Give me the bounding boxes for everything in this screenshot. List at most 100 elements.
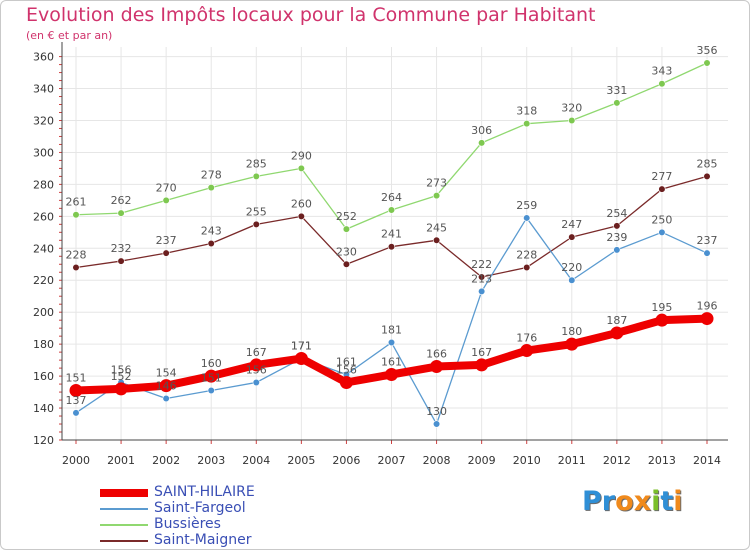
label-layer: 261 262 270 278 285 290 252 264 273 306 318 320 331 3… bbox=[66, 44, 718, 418]
data-label-saint-fargeol-2009: 213 bbox=[471, 272, 492, 285]
data-point-saint-maigner-2011 bbox=[568, 233, 576, 241]
data-point-bussieres-2007 bbox=[387, 206, 396, 214]
data-point-saint-maigner-2012 bbox=[613, 222, 621, 230]
data-label-saint-maigner-2004: 255 bbox=[246, 205, 267, 218]
data-point-saint-hilaire-2001 bbox=[114, 382, 128, 396]
chart-title: Evolution des Impôts locaux pour la Comm… bbox=[26, 4, 596, 26]
logo-letter: o bbox=[615, 486, 634, 517]
y-tick-label-120: 120 bbox=[33, 434, 54, 447]
data-point-saint-fargeol-2003 bbox=[207, 386, 215, 395]
data-label-saint-hilaire-2013: 195 bbox=[651, 301, 672, 314]
legend-swatch-saint-fargeol bbox=[100, 508, 148, 510]
x-tick-label-2009: 2009 bbox=[468, 454, 496, 467]
x-tick-label-2004: 2004 bbox=[242, 454, 270, 467]
chart-subtitle: (en € et par an) bbox=[26, 29, 113, 42]
data-point-saint-fargeol-2002 bbox=[162, 394, 170, 403]
data-point-saint-maigner-2001 bbox=[117, 257, 125, 265]
data-label-saint-fargeol-2010: 259 bbox=[516, 199, 537, 212]
data-label-saint-fargeol-2002: 146 bbox=[156, 379, 177, 392]
data-point-saint-fargeol-2010 bbox=[523, 214, 531, 222]
data-label-bussieres-2003: 278 bbox=[201, 169, 222, 182]
data-label-bussieres-2005: 290 bbox=[291, 149, 312, 162]
legend-label-saint-fargeol: Saint-Fargeol bbox=[154, 500, 246, 516]
data-label-saint-fargeol-2003: 151 bbox=[201, 371, 222, 384]
x-tick-label-2014: 2014 bbox=[693, 454, 721, 467]
data-label-saint-maigner-2006: 230 bbox=[336, 245, 357, 258]
data-point-saint-fargeol-2008 bbox=[432, 420, 441, 428]
data-point-saint-maigner-2003 bbox=[207, 239, 215, 248]
data-label-saint-hilaire-2008: 166 bbox=[426, 348, 447, 361]
data-label-saint-fargeol-2013: 250 bbox=[651, 213, 672, 226]
legend-label-bussieres: Bussières bbox=[154, 516, 221, 532]
data-label-saint-maigner-2008: 245 bbox=[426, 221, 447, 234]
y-tick-label-320: 320 bbox=[33, 114, 54, 127]
data-point-bussieres-2010 bbox=[523, 120, 531, 128]
x-tick-label-2007: 2007 bbox=[378, 454, 406, 467]
data-label-saint-hilaire-2001: 152 bbox=[111, 370, 132, 383]
data-label-bussieres-2000: 261 bbox=[66, 196, 87, 209]
x-tick-label-2006: 2006 bbox=[332, 454, 360, 467]
data-point-saint-maigner-2006 bbox=[342, 260, 351, 268]
data-point-bussieres-2002 bbox=[162, 196, 170, 204]
data-point-saint-hilaire-2013 bbox=[655, 313, 669, 327]
logo-letter: r bbox=[601, 486, 616, 517]
data-point-saint-maigner-2010 bbox=[523, 263, 531, 272]
legend-item-saint-maigner: Saint-Maigner bbox=[100, 532, 320, 549]
data-label-bussieres-2014: 356 bbox=[697, 44, 718, 57]
x-tick-label-2000: 2000 bbox=[62, 454, 90, 467]
legend-item-saint-fargeol: Saint-Fargeol bbox=[100, 500, 320, 517]
data-label-saint-fargeol-2012: 239 bbox=[606, 231, 627, 244]
data-point-saint-maigner-2000 bbox=[72, 263, 80, 272]
data-point-saint-fargeol-2013 bbox=[658, 228, 666, 236]
data-point-bussieres-2004 bbox=[252, 172, 260, 181]
data-point-saint-fargeol-2014 bbox=[703, 249, 711, 257]
data-label-bussieres-2009: 306 bbox=[471, 124, 492, 137]
series-layer bbox=[69, 59, 714, 428]
x-tick-label-2010: 2010 bbox=[513, 454, 541, 467]
data-label-bussieres-2002: 270 bbox=[156, 181, 177, 194]
x-tick-label-2012: 2012 bbox=[603, 454, 631, 467]
data-point-saint-fargeol-2004 bbox=[252, 378, 260, 387]
data-label-saint-hilaire-2007: 161 bbox=[381, 356, 402, 369]
data-point-bussieres-2001 bbox=[117, 209, 125, 217]
data-label-saint-maigner-2007: 241 bbox=[381, 228, 402, 241]
legend-item-bussieres: Bussières bbox=[100, 516, 320, 533]
data-point-bussieres-2003 bbox=[207, 183, 215, 192]
data-label-bussieres-2011: 320 bbox=[561, 101, 582, 114]
x-tick-label-2005: 2005 bbox=[287, 454, 315, 467]
data-point-saint-hilaire-2008 bbox=[430, 360, 444, 374]
data-label-saint-hilaire-2003: 160 bbox=[201, 357, 222, 370]
data-point-saint-hilaire-2004 bbox=[249, 358, 263, 372]
data-point-saint-hilaire-2007 bbox=[385, 368, 398, 381]
legend-label-saint-maigner: Saint-Maigner bbox=[154, 532, 252, 548]
data-point-saint-hilaire-2005 bbox=[294, 352, 308, 366]
y-tick-label-340: 340 bbox=[33, 83, 54, 96]
data-label-saint-fargeol-2004: 156 bbox=[246, 363, 267, 376]
legend: SAINT-HILAIRE Saint-Fargeol Bussières Sa… bbox=[100, 484, 320, 549]
data-point-saint-hilaire-2011 bbox=[565, 337, 579, 351]
data-point-saint-hilaire-2002 bbox=[159, 379, 173, 393]
x-tick-label-2003: 2003 bbox=[197, 454, 225, 467]
data-label-saint-maigner-2010: 228 bbox=[516, 248, 537, 261]
data-point-bussieres-2000 bbox=[72, 211, 80, 219]
data-point-saint-hilaire-2012 bbox=[610, 326, 624, 340]
data-point-saint-fargeol-2009 bbox=[478, 287, 486, 296]
logo-letter: i bbox=[651, 486, 661, 517]
data-point-saint-maigner-2002 bbox=[162, 249, 170, 257]
data-label-saint-maigner-2012: 254 bbox=[606, 207, 627, 220]
data-point-saint-hilaire-2009 bbox=[475, 358, 489, 372]
data-point-saint-hilaire-2010 bbox=[520, 344, 534, 358]
data-point-bussieres-2014 bbox=[703, 59, 711, 67]
data-label-saint-hilaire-2000: 151 bbox=[66, 371, 87, 384]
data-point-saint-maigner-2009 bbox=[478, 273, 486, 281]
data-point-bussieres-2012 bbox=[613, 99, 621, 107]
data-point-bussieres-2009 bbox=[478, 139, 486, 147]
data-label-bussieres-2004: 285 bbox=[246, 157, 267, 170]
data-point-saint-fargeol-2000 bbox=[72, 409, 80, 417]
data-label-saint-hilaire-2014: 196 bbox=[697, 300, 718, 313]
data-point-bussieres-2011 bbox=[568, 116, 576, 125]
data-label-saint-fargeol-2000: 137 bbox=[66, 394, 87, 407]
data-label-bussieres-2001: 262 bbox=[111, 194, 132, 207]
data-label-bussieres-2013: 343 bbox=[651, 65, 672, 78]
data-point-saint-hilaire-2006 bbox=[339, 375, 353, 389]
